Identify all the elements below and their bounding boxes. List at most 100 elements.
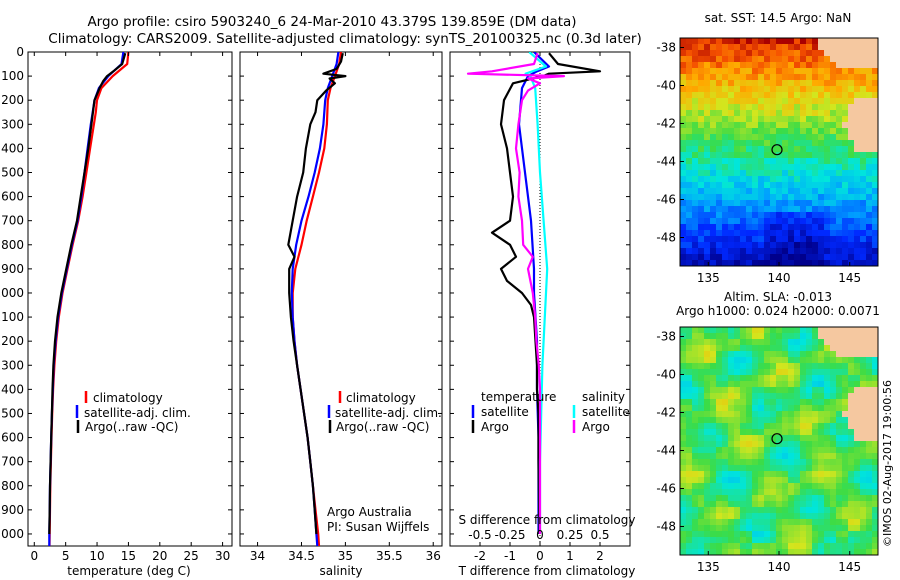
map-cell	[854, 519, 861, 526]
map-cell	[686, 399, 693, 406]
map-cell	[830, 471, 837, 478]
map-cell	[794, 543, 801, 550]
map-cell	[716, 327, 723, 334]
map-cell	[824, 375, 831, 382]
map-cell	[746, 513, 753, 520]
figure-title-line1: Argo profile: csiro 5903240_6 24-Mar-201…	[87, 14, 576, 30]
map-cell	[686, 513, 693, 520]
map-cell	[848, 387, 855, 394]
map-cell	[824, 483, 831, 490]
map-cell	[734, 489, 741, 496]
map-cell	[770, 164, 777, 171]
map-cell	[734, 218, 741, 225]
map-cell	[794, 477, 801, 484]
map-cell	[740, 483, 747, 490]
map-cell	[812, 122, 819, 129]
map-cell	[710, 128, 717, 135]
map-cell	[812, 62, 819, 69]
map-cell	[710, 453, 717, 460]
map-cell	[866, 254, 873, 261]
map-cell	[842, 56, 849, 63]
map-cell	[800, 417, 807, 424]
map-cell	[866, 489, 873, 496]
map-cell	[686, 363, 693, 370]
map-cell	[860, 56, 867, 63]
x-tick-label: 0	[536, 549, 544, 563]
map-cell	[800, 152, 807, 159]
depth-tick-label: 700	[1, 214, 24, 228]
map-cell	[746, 140, 753, 147]
map-cell	[716, 194, 723, 201]
map-cell	[854, 44, 861, 51]
map-cell	[836, 188, 843, 195]
map-cell	[818, 74, 825, 81]
map-cell	[770, 68, 777, 75]
map-cell	[794, 254, 801, 261]
map-cell	[746, 128, 753, 135]
map-cell	[758, 339, 765, 346]
map-cell	[836, 140, 843, 147]
map-cell	[746, 152, 753, 159]
map-cell	[788, 465, 795, 472]
map-cell	[806, 411, 813, 418]
map-cell	[746, 50, 753, 57]
map-cell	[794, 182, 801, 189]
map-cell	[752, 98, 759, 105]
map-cell	[698, 44, 705, 51]
map-cell	[848, 333, 855, 340]
map-cell	[848, 50, 855, 57]
map-cell	[722, 170, 729, 177]
map-cell	[746, 417, 753, 424]
map-cell	[740, 459, 747, 466]
map-cell	[692, 411, 699, 418]
map-cell	[860, 441, 867, 448]
x-tick-label: -2	[474, 549, 486, 563]
map-cell	[698, 140, 705, 147]
map-cell	[788, 441, 795, 448]
map-cell	[860, 104, 867, 111]
map-cell	[680, 345, 687, 352]
map-cell	[872, 441, 878, 448]
map-cell	[818, 116, 825, 123]
map-cell	[758, 429, 765, 436]
map-cell	[770, 345, 777, 352]
map-y-tick-label: -48	[656, 231, 676, 245]
map-cell	[746, 345, 753, 352]
map-cell	[728, 242, 735, 249]
map-cell	[848, 182, 855, 189]
map-cell	[830, 495, 837, 502]
map-cell	[830, 248, 837, 255]
map-cell	[764, 453, 771, 460]
map-cell	[746, 471, 753, 478]
map-cell	[812, 531, 819, 538]
map-cell	[866, 507, 873, 514]
map-cell	[686, 98, 693, 105]
map-cell	[710, 543, 717, 550]
map-y-tick-label: -46	[656, 193, 676, 207]
map-cell	[746, 537, 753, 544]
map-cell	[776, 327, 783, 334]
map-x-tick-label: 135	[697, 271, 720, 285]
map-cell	[740, 513, 747, 520]
map-cell	[812, 357, 819, 364]
map-cell	[854, 339, 861, 346]
map-cell	[740, 116, 747, 123]
map-cell	[692, 116, 699, 123]
map-cell	[788, 537, 795, 544]
map-cell	[854, 212, 861, 219]
map-cell	[836, 74, 843, 81]
map-cell	[716, 399, 723, 406]
map-cell	[728, 345, 735, 352]
map-cell	[704, 176, 711, 183]
map-cell	[872, 122, 878, 129]
x-tick-label: 30	[215, 549, 230, 563]
map-cell	[812, 465, 819, 472]
map-cell	[692, 423, 699, 430]
map-cell	[860, 200, 867, 207]
map-cell	[794, 381, 801, 388]
map-cell	[866, 248, 873, 255]
map-cell	[854, 531, 861, 538]
map-cell	[812, 423, 819, 430]
map-cell	[848, 230, 855, 237]
map-cell	[740, 176, 747, 183]
